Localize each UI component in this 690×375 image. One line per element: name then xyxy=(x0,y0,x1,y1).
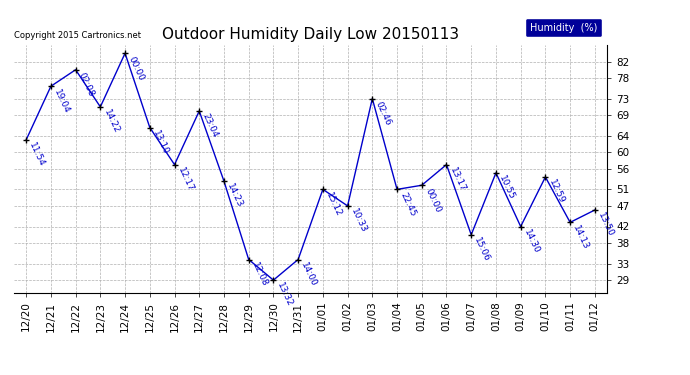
Text: 00:00: 00:00 xyxy=(126,55,146,82)
Text: 14:30: 14:30 xyxy=(522,228,541,255)
Text: 15:06: 15:06 xyxy=(473,236,492,263)
Text: 22:45: 22:45 xyxy=(398,191,417,217)
Text: 13:17: 13:17 xyxy=(448,166,467,193)
Text: 23:04: 23:04 xyxy=(201,112,219,140)
Text: 19:04: 19:04 xyxy=(52,88,71,115)
Text: 02:46: 02:46 xyxy=(374,100,393,127)
Title: Outdoor Humidity Daily Low 20150113: Outdoor Humidity Daily Low 20150113 xyxy=(162,27,459,42)
Text: 14:13: 14:13 xyxy=(571,224,591,251)
Text: 13:10: 13:10 xyxy=(151,129,170,156)
Text: Copyright 2015 Cartronics.net: Copyright 2015 Cartronics.net xyxy=(14,31,141,40)
Text: 13:50: 13:50 xyxy=(596,211,615,238)
Text: 00:00: 00:00 xyxy=(423,187,442,214)
Text: 12:17: 12:17 xyxy=(176,166,195,193)
Text: 10:33: 10:33 xyxy=(349,207,368,234)
Text: 12:08: 12:08 xyxy=(250,261,269,288)
Text: 11:54: 11:54 xyxy=(28,141,47,168)
Text: 02:08: 02:08 xyxy=(77,71,96,98)
Legend: Humidity  (%): Humidity (%) xyxy=(525,18,602,38)
Text: 15:12: 15:12 xyxy=(324,191,344,218)
Text: 13:32: 13:32 xyxy=(275,282,294,309)
Text: 14:22: 14:22 xyxy=(101,108,121,135)
Text: 10:55: 10:55 xyxy=(497,174,516,201)
Text: 14:23: 14:23 xyxy=(226,183,244,210)
Text: 12:59: 12:59 xyxy=(546,178,566,206)
Text: 14:00: 14:00 xyxy=(299,261,319,288)
